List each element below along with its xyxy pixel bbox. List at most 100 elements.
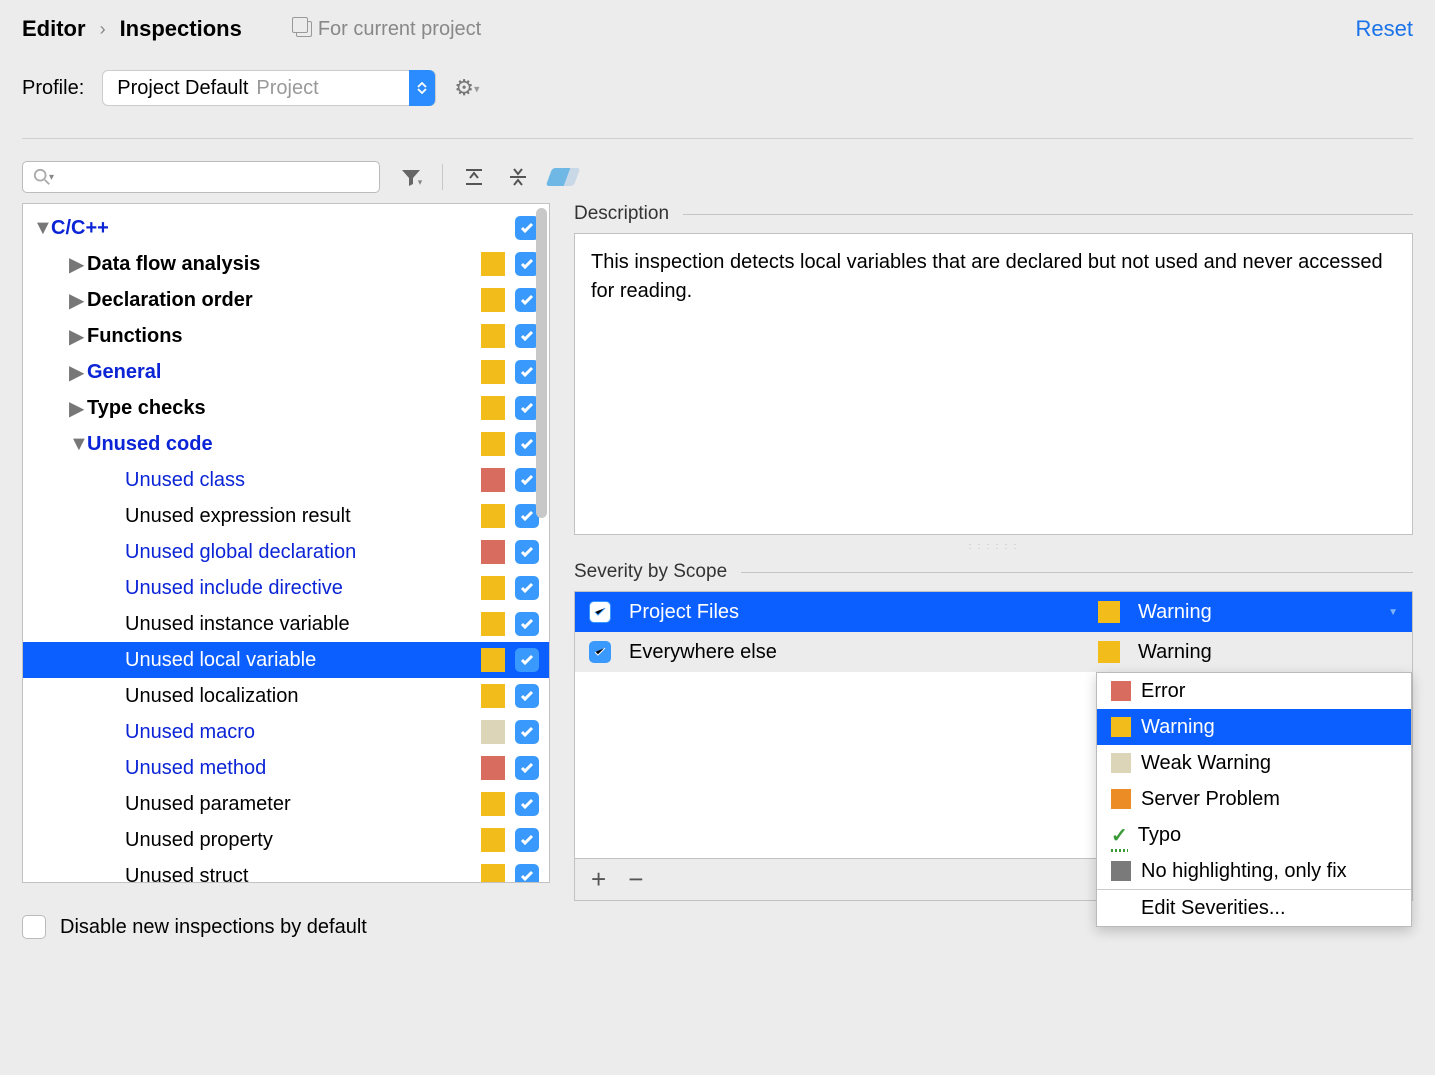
- tree-label: Unused macro: [125, 721, 481, 744]
- search-input[interactable]: ▾: [22, 161, 380, 193]
- tree-label: Unused include directive: [125, 577, 481, 600]
- severity-indicator: [481, 864, 505, 883]
- inspection-checkbox[interactable]: [515, 864, 539, 883]
- inspection-checkbox[interactable]: [515, 756, 539, 780]
- inspection-checkbox[interactable]: [515, 792, 539, 816]
- severity-indicator: [481, 792, 505, 816]
- disclosure-triangle-icon[interactable]: ▼: [69, 433, 83, 456]
- disclosure-triangle-icon[interactable]: ▶: [69, 324, 83, 349]
- tree-label: Unused global declaration: [125, 541, 481, 564]
- dropdown-item[interactable]: Weak Warning: [1097, 745, 1411, 781]
- dropdown-item[interactable]: No highlighting, only fix: [1097, 853, 1411, 889]
- expand-all-icon[interactable]: [461, 164, 487, 190]
- tree-label: Unused parameter: [125, 793, 481, 816]
- profile-value: Project Default: [117, 77, 248, 100]
- dropdown-item[interactable]: Server Problem: [1097, 781, 1411, 817]
- tree-label: Unused method: [125, 757, 481, 780]
- dropdown-label: Server Problem: [1141, 788, 1280, 811]
- gear-icon[interactable]: ⚙▾: [454, 75, 479, 101]
- tree-row[interactable]: Unused localization: [23, 678, 549, 714]
- remove-scope-button[interactable]: −: [628, 864, 643, 895]
- tree-row[interactable]: ▶Declaration order: [23, 282, 549, 318]
- tree-row[interactable]: Unused include directive: [23, 570, 549, 606]
- severity-label: Warning: [1138, 641, 1212, 664]
- severity-dropdown[interactable]: ErrorWarningWeak Warning Server Problem ✓T…: [1096, 672, 1412, 927]
- dropdown-item[interactable]: Error: [1097, 673, 1411, 709]
- disclosure-triangle-icon[interactable]: ▼: [33, 217, 47, 240]
- scope-checkbox[interactable]: [589, 641, 611, 663]
- disclosure-triangle-icon[interactable]: ▶: [69, 288, 83, 313]
- dropdown-item[interactable]: Warning: [1097, 709, 1411, 745]
- tree-row[interactable]: ▶Data flow analysis: [23, 246, 549, 282]
- severity-scope-table: Project Files Warning▼ Everywhere else Warn…: [574, 591, 1413, 901]
- disable-new-inspections-checkbox[interactable]: [22, 915, 46, 939]
- tree-label: Unused instance variable: [125, 613, 481, 636]
- disclosure-triangle-icon[interactable]: ▶: [69, 396, 83, 421]
- collapse-all-icon[interactable]: [505, 164, 531, 190]
- disclosure-triangle-icon[interactable]: ▶: [69, 360, 83, 385]
- scope-name: Project Files: [629, 601, 1080, 624]
- inspection-checkbox[interactable]: [515, 612, 539, 636]
- severity-indicator: [481, 828, 505, 852]
- tree-row[interactable]: Unused property: [23, 822, 549, 858]
- tree-row[interactable]: Unused global declaration: [23, 534, 549, 570]
- tree-row[interactable]: ▶General: [23, 354, 549, 390]
- for-current-text: For current project: [318, 18, 481, 41]
- tree-row[interactable]: Unused local variable: [23, 642, 549, 678]
- severity-color-icon: [1111, 861, 1131, 881]
- severity-indicator: [481, 648, 505, 672]
- dropdown-label: Typo: [1138, 824, 1181, 847]
- dropdown-item[interactable]: ✓Typo: [1097, 817, 1411, 853]
- tree-row[interactable]: ▶Functions: [23, 318, 549, 354]
- chevron-right-icon: ›: [100, 19, 106, 40]
- severity-indicator: [481, 720, 505, 744]
- scope-row[interactable]: Project Files Warning▼: [575, 592, 1412, 632]
- copy-icon: [296, 21, 312, 37]
- scope-row[interactable]: Everywhere else Warning: [575, 632, 1412, 672]
- disclosure-triangle-icon[interactable]: ▶: [69, 252, 83, 277]
- tree-row[interactable]: Unused expression result: [23, 498, 549, 534]
- scope-checkbox[interactable]: [589, 601, 611, 623]
- inspection-checkbox[interactable]: [515, 540, 539, 564]
- profile-select[interactable]: Project Default Project: [102, 70, 436, 106]
- tree-row[interactable]: ▼Unused code: [23, 426, 549, 462]
- tree-label: C/C++: [51, 217, 481, 240]
- tree-row[interactable]: ▶Type checks: [23, 390, 549, 426]
- description-title: Description: [574, 203, 669, 225]
- tree-row[interactable]: Unused parameter: [23, 786, 549, 822]
- scrollbar[interactable]: [536, 208, 547, 518]
- edit-severities-item[interactable]: Edit Severities...: [1097, 890, 1411, 926]
- tree-row[interactable]: Unused instance variable: [23, 606, 549, 642]
- reset-button[interactable]: Reset: [1356, 16, 1413, 42]
- inspection-checkbox[interactable]: [515, 684, 539, 708]
- tree-row[interactable]: Unused macro: [23, 714, 549, 750]
- dropdown-label: No highlighting, only fix: [1141, 860, 1347, 883]
- severity-color-icon: [1111, 681, 1131, 701]
- tree-row[interactable]: Unused class: [23, 462, 549, 498]
- severity-indicator: [481, 324, 505, 348]
- resize-handle[interactable]: : : : : : :: [574, 541, 1413, 551]
- inspection-checkbox[interactable]: [515, 648, 539, 672]
- severity-indicator: [481, 576, 505, 600]
- severity-indicator: [481, 252, 505, 276]
- tree-label: Unused property: [125, 829, 481, 852]
- filter-icon[interactable]: ▾: [398, 164, 424, 190]
- scope-severity-select[interactable]: Warning: [1098, 641, 1398, 664]
- add-scope-button[interactable]: +: [591, 864, 606, 895]
- severity-scope-title: Severity by Scope: [574, 561, 727, 583]
- severity-indicator: [481, 684, 505, 708]
- breadcrumb-editor[interactable]: Editor: [22, 16, 86, 42]
- severity-indicator: [481, 396, 505, 420]
- inspection-checkbox[interactable]: [515, 720, 539, 744]
- tree-label: Unused class: [125, 469, 481, 492]
- tree-row[interactable]: Unused method: [23, 750, 549, 786]
- inspection-checkbox[interactable]: [515, 828, 539, 852]
- eraser-icon[interactable]: [549, 164, 575, 190]
- scope-name: Everywhere else: [629, 641, 1080, 664]
- tree-label: Unused local variable: [125, 649, 481, 672]
- tree-row[interactable]: Unused struct: [23, 858, 549, 883]
- inspection-checkbox[interactable]: [515, 576, 539, 600]
- scope-severity-select[interactable]: Warning▼: [1098, 601, 1398, 624]
- tree-label: General: [87, 361, 481, 384]
- tree-row[interactable]: ▼C/C++: [23, 210, 549, 246]
